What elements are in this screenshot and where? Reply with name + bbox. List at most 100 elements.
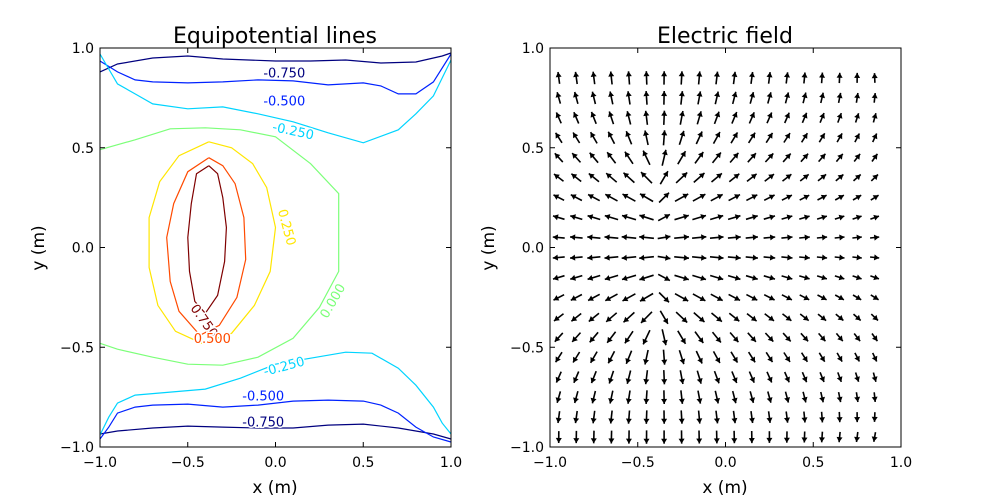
field-arrow bbox=[553, 293, 565, 301]
field-arrow bbox=[819, 391, 825, 403]
field-arrow bbox=[871, 73, 878, 83]
field-arrow bbox=[799, 313, 810, 322]
field-arrow bbox=[692, 293, 706, 302]
field-arrow bbox=[625, 430, 632, 444]
field-arrow bbox=[763, 254, 776, 261]
field-arrow bbox=[554, 351, 563, 363]
field-arrow bbox=[801, 72, 808, 84]
contour-line bbox=[99, 423, 452, 440]
field-arrow bbox=[731, 371, 738, 384]
field-arrow bbox=[674, 193, 689, 203]
field-arrow bbox=[553, 173, 564, 182]
field-arrow bbox=[852, 313, 862, 322]
field-arrow bbox=[679, 110, 685, 125]
field-arrow bbox=[590, 410, 597, 424]
field-arrow bbox=[763, 234, 776, 241]
field-arrow bbox=[661, 390, 668, 405]
field-arrow bbox=[696, 430, 703, 444]
field-arrow bbox=[852, 173, 862, 182]
field-arrow bbox=[553, 194, 565, 202]
field-arrow bbox=[799, 214, 810, 221]
field-arrow bbox=[657, 254, 671, 261]
field-arrow bbox=[674, 254, 690, 261]
field-arrow bbox=[554, 332, 564, 343]
field-arrow bbox=[800, 352, 809, 363]
field-arrow bbox=[870, 234, 880, 241]
field-arrow bbox=[819, 431, 825, 443]
field-arrow bbox=[871, 133, 878, 143]
field-arrow bbox=[659, 170, 669, 185]
field-arrow bbox=[799, 234, 810, 241]
field-arrow bbox=[607, 350, 616, 364]
field-arrow bbox=[713, 430, 720, 444]
field-arrow bbox=[589, 331, 599, 343]
field-arrow bbox=[834, 254, 845, 261]
left-ylabel: y (m) bbox=[29, 225, 49, 270]
field-arrow bbox=[657, 273, 671, 282]
field-arrow bbox=[836, 431, 843, 443]
field-arrow bbox=[604, 193, 618, 202]
field-arrow bbox=[836, 112, 843, 123]
field-arrow bbox=[608, 430, 615, 444]
field-arrow bbox=[606, 151, 617, 164]
field-arrow bbox=[854, 112, 860, 123]
y-tick-label: 0.0 bbox=[522, 241, 544, 257]
field-arrow bbox=[763, 293, 775, 301]
field-arrow bbox=[661, 349, 668, 365]
field-arrow bbox=[764, 332, 774, 343]
contour-label: -0.750 bbox=[242, 416, 284, 431]
field-arrow bbox=[766, 411, 773, 424]
field-arrow bbox=[604, 214, 619, 221]
field-arrow bbox=[819, 92, 825, 104]
field-arrow bbox=[782, 313, 792, 322]
left-ticks: −1.0−1.0 −0.5 −0.5 0.0 0.0 0.5 0.5 1.0 1.0 bbox=[60, 41, 462, 471]
field-arrow bbox=[573, 430, 580, 444]
field-arrow bbox=[765, 351, 774, 363]
field-arrow bbox=[731, 430, 738, 444]
field-arrow bbox=[746, 293, 758, 301]
field-arrow bbox=[764, 173, 775, 182]
field-arrow bbox=[590, 390, 597, 404]
field-arrow bbox=[643, 370, 650, 385]
field-arrow bbox=[817, 194, 827, 201]
field-arrow bbox=[836, 411, 843, 423]
field-arrow bbox=[853, 333, 861, 342]
field-arrow bbox=[678, 130, 686, 145]
field-arrow bbox=[678, 71, 685, 85]
field-arrow bbox=[696, 111, 703, 125]
field-arrow bbox=[608, 111, 615, 125]
field-arrow bbox=[555, 391, 562, 404]
field-arrow bbox=[731, 410, 738, 424]
field-arrow bbox=[781, 254, 793, 261]
field-arrow bbox=[658, 291, 670, 303]
field-arrow bbox=[555, 71, 562, 84]
field-arrow bbox=[784, 92, 790, 104]
contour-line bbox=[99, 399, 452, 443]
field-arrow bbox=[643, 390, 650, 404]
y-tick-label: −0.5 bbox=[510, 340, 544, 356]
field-arrow bbox=[639, 274, 654, 281]
field-arrow bbox=[854, 431, 861, 443]
field-arrow bbox=[834, 214, 845, 221]
field-arrow bbox=[622, 311, 635, 323]
field-arrow bbox=[590, 111, 597, 125]
field-arrow bbox=[728, 193, 741, 202]
field-arrow bbox=[625, 370, 632, 384]
field-arrow bbox=[572, 351, 581, 363]
field-arrow bbox=[801, 112, 808, 124]
field-arrow bbox=[766, 112, 773, 124]
field-arrow bbox=[639, 193, 654, 203]
field-arrow bbox=[749, 391, 755, 404]
contour-label: -0.500 bbox=[263, 94, 305, 109]
field-arrow bbox=[710, 293, 724, 302]
field-arrow bbox=[640, 311, 653, 324]
field-arrow bbox=[608, 410, 615, 424]
field-arrow bbox=[573, 111, 580, 124]
field-arrow bbox=[678, 390, 685, 404]
field-arrow bbox=[661, 410, 668, 424]
field-arrow bbox=[781, 194, 793, 201]
field-arrow bbox=[571, 152, 582, 163]
field-arrow bbox=[799, 173, 810, 182]
contour-line bbox=[99, 351, 452, 436]
field-arrow bbox=[712, 131, 721, 144]
